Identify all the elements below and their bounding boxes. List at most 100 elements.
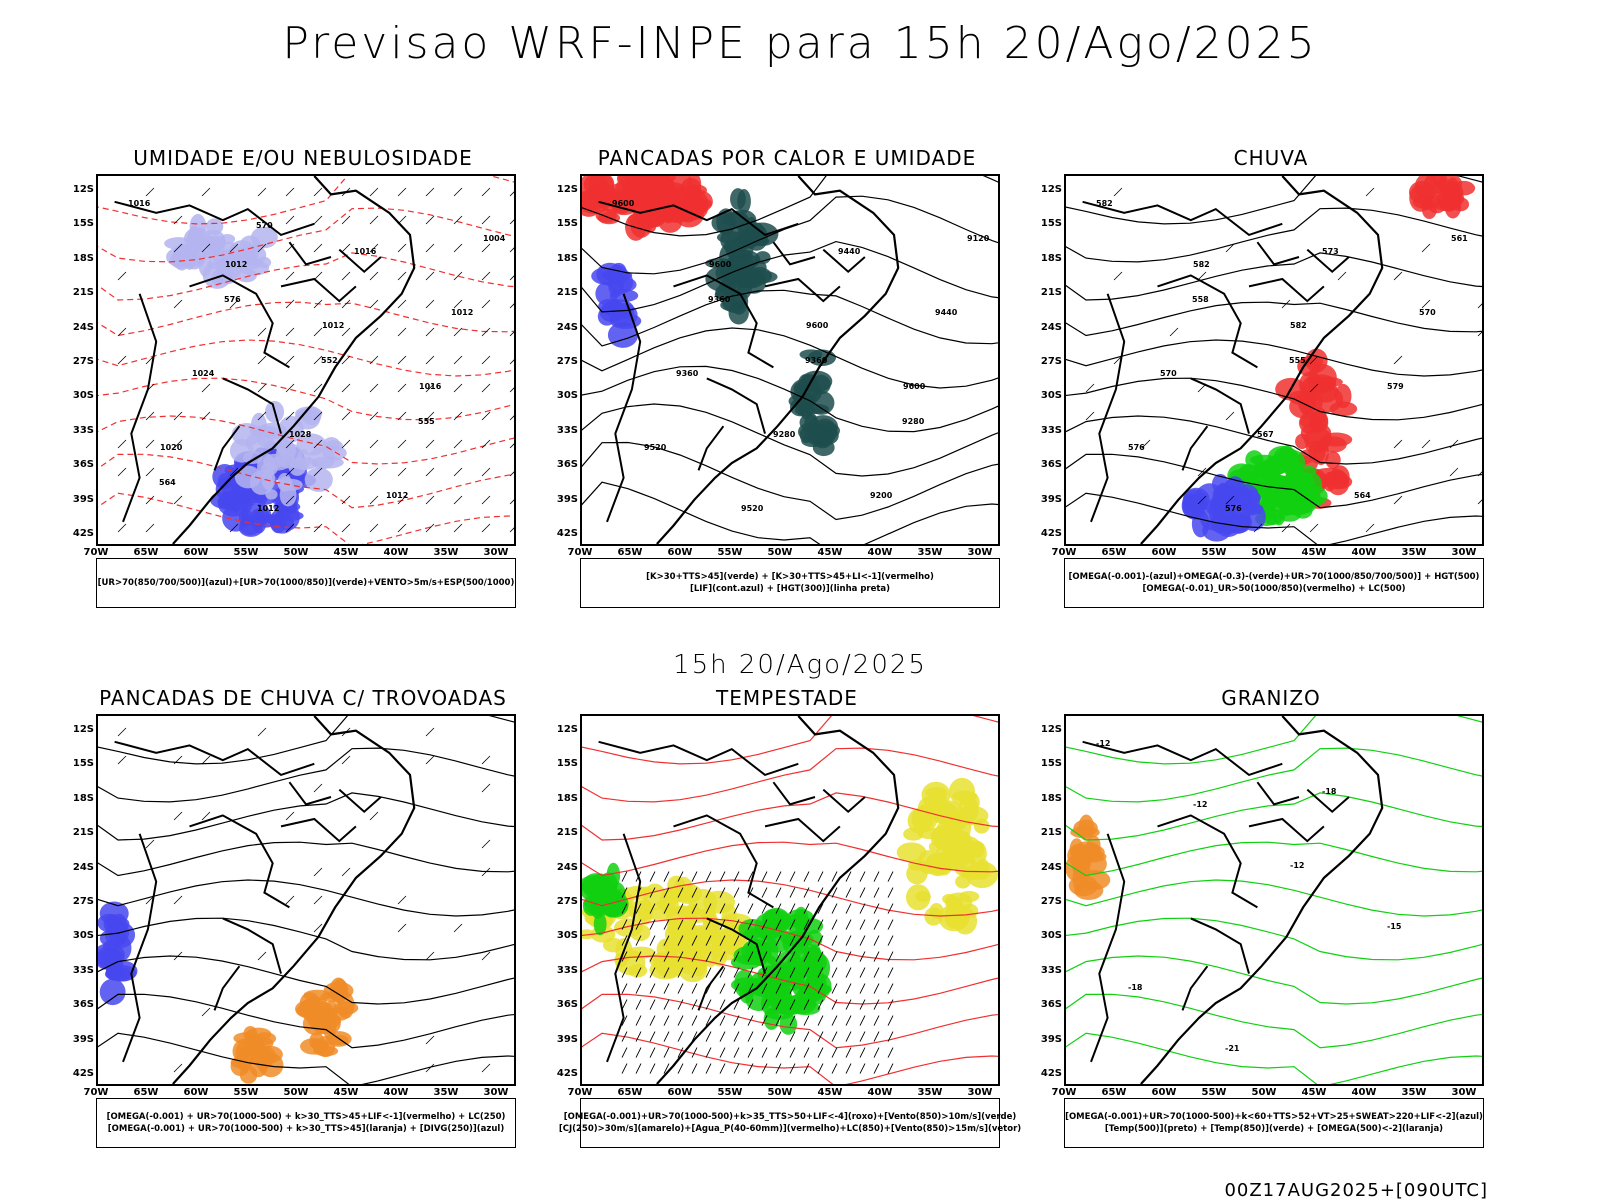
lat-tick-label: 36S (72, 459, 94, 471)
lon-tick-label: 65W (1101, 1087, 1127, 1098)
lat-tick-label: 15S (72, 218, 94, 230)
contour-label: 576 (1128, 443, 1145, 452)
country-borders (114, 176, 416, 544)
panel-title: GRANIZO (1221, 686, 1321, 710)
lat-tick-label: 18S (1040, 252, 1062, 264)
contour-label: 9600 (612, 199, 635, 208)
lat-tick-label: 42S (556, 528, 578, 539)
red-shaded-area (1408, 176, 1476, 219)
lon-tick-label: 30W (1451, 1087, 1477, 1098)
lat-tick-label: 24S (556, 321, 578, 333)
contour-lines (582, 176, 998, 544)
contour-label: -12 (1096, 739, 1110, 748)
contour-label: -12 (1290, 861, 1304, 870)
lon-tick-label: 40W (867, 1087, 893, 1098)
lat-tick-label: 30S (1040, 390, 1062, 402)
lat-tick-label: 21S (72, 827, 94, 839)
lat-tick-label: 12S (72, 184, 94, 195)
lon-tick-label: 50W (1251, 547, 1277, 558)
lon-tick-label: 70W (83, 1087, 109, 1098)
lat-tick-label: 42S (72, 528, 94, 539)
lat-tick-label: 36S (72, 999, 94, 1011)
legend-line: [CJ(250)>30m/s](amarelo)+[Agua_P(40-60mm… (558, 1124, 1022, 1134)
map-canvas: 9600 9600 9600 9600 9520 9520 9440 9440 9360 9280… (582, 176, 998, 544)
panel-chuva: CHUVA 582 582 582 579 576 576 573 570 570 567 564 56… (1036, 146, 1506, 646)
contour-label: 576 (224, 295, 241, 304)
lat-tick-label: 24S (1040, 321, 1062, 333)
lat-tick-label: 15S (556, 218, 578, 230)
lat-tick-label: 18S (72, 252, 94, 264)
forecast-run-stamp: 00Z17AUG2025+[090UTC] (1224, 1180, 1488, 1201)
lon-tick-label: 65W (617, 1087, 643, 1098)
lat-tick-label: 12S (556, 724, 578, 735)
contour-label: 9360 (676, 369, 699, 378)
lon-tick-label: 35W (917, 1087, 943, 1098)
contour-label: 9600 (709, 260, 732, 269)
panel-title: PANCADAS DE CHUVA C/ TROVOADAS (99, 686, 507, 710)
lat-tick-label: 27S (1040, 356, 1062, 367)
lat-tick-label: 27S (72, 356, 94, 367)
lat-tick-label: 33S (1040, 964, 1062, 976)
lon-tick-label: 55W (233, 547, 259, 558)
legend-line: [OMEGA(-0.01)_UR>50(1000/850)(vermelho) … (1142, 584, 1406, 594)
lat-tick-label: 30S (1040, 930, 1062, 942)
lat-tick-label: 36S (556, 999, 578, 1011)
lat-tick-label: 42S (72, 1068, 94, 1079)
lon-tick-label: 55W (233, 1087, 259, 1098)
lat-tick-label: 27S (556, 356, 578, 367)
lon-tick-label: 50W (1251, 1087, 1277, 1098)
legend-line: [LIF](cont.azul) + [HGT(300)](linha pret… (689, 584, 891, 594)
map-frame: 9600 9600 9600 9600 9520 9520 9440 9440 9360 9280… (580, 174, 1000, 546)
blue-shaded-area (98, 901, 138, 1006)
contour-label: 582 (1096, 199, 1113, 208)
panel-granizo: GRANIZO -12 -12 -12 -15 -18 -21 -18 12S 15S 18S 21S… (1036, 686, 1506, 1186)
lat-tick-label: 36S (1040, 999, 1062, 1011)
orange-shaded-area (230, 1025, 284, 1084)
lat-tick-label: 42S (1040, 528, 1062, 539)
contour-label: 555 (1289, 356, 1306, 365)
contour-label: 1020 (160, 443, 183, 452)
lat-tick-label: 24S (556, 861, 578, 873)
lat-tick-label: 42S (556, 1068, 578, 1079)
light_blue-shaded-area (164, 213, 278, 289)
lon-tick-label: 65W (133, 1087, 159, 1098)
map-canvas: 1016 1012 1012 1016 1020 1012 1016 1012 1024 1028… (98, 176, 514, 544)
contour-label: 9360 (805, 356, 828, 365)
lon-tick-label: 60W (1151, 547, 1177, 558)
contour-label: 9440 (838, 247, 861, 256)
lon-tick-label: 35W (433, 547, 459, 558)
lat-tick-label: 21S (556, 827, 578, 839)
lon-tick-label: 40W (1351, 1087, 1377, 1098)
contour-label: 9120 (967, 234, 990, 243)
legend-box: [OMEGA(-0.001)-(azul)+OMEGA(-0.3)-(verde… (1064, 558, 1484, 608)
map-frame: 582 582 582 579 576 576 573 570 570 567 564 561 558 5… (1064, 174, 1484, 546)
lat-tick-label: 15S (72, 758, 94, 770)
contour-label: 573 (1322, 247, 1339, 256)
green-shaded-area (1227, 445, 1328, 526)
panel-pancadas-trovoadas: PANCADAS DE CHUVA C/ TROVOADAS 12S 15S 18S 2… (68, 686, 538, 1186)
contour-label: 9280 (902, 417, 925, 426)
lon-tick-label: 30W (967, 547, 993, 558)
contour-label: 1012 (257, 504, 279, 513)
lat-tick-label: 24S (72, 321, 94, 333)
lat-tick-label: 39S (72, 1033, 94, 1045)
lon-tick-label: 65W (133, 547, 159, 558)
lat-tick-label: 12S (1040, 184, 1062, 195)
blue-shaded-area (591, 262, 642, 348)
lat-tick-label: 18S (556, 792, 578, 804)
legend-line: [OMEGA(-0.001)+UR>70(1000-500)+k<60+TTS>… (1065, 1112, 1483, 1122)
legend-box: [OMEGA(-0.001) + UR>70(1000-500) + k>30_… (96, 1098, 516, 1148)
lon-tick-label: 35W (1401, 1087, 1427, 1098)
lat-tick-label: 39S (1040, 493, 1062, 505)
lat-tick-label: 27S (556, 896, 578, 907)
contour-label: 1004 (483, 234, 506, 243)
panel-umidade: UMIDADE E/OU NEBULOSIDADE 1016 1012 1012 101… (68, 146, 538, 646)
lon-tick-label: 55W (1201, 547, 1227, 558)
lat-tick-label: 33S (1040, 424, 1062, 436)
contour-label: -15 (1387, 922, 1402, 931)
contour-label: 576 (1225, 504, 1242, 513)
panel-tempestade: TEMPESTADE 12S 15S 18S 21S 24S 27S 30S 33S 36S 39S… (552, 686, 1022, 1186)
lat-tick-label: 33S (556, 964, 578, 976)
wind-vectors (117, 187, 514, 533)
contour-label: -18 (1322, 787, 1337, 796)
